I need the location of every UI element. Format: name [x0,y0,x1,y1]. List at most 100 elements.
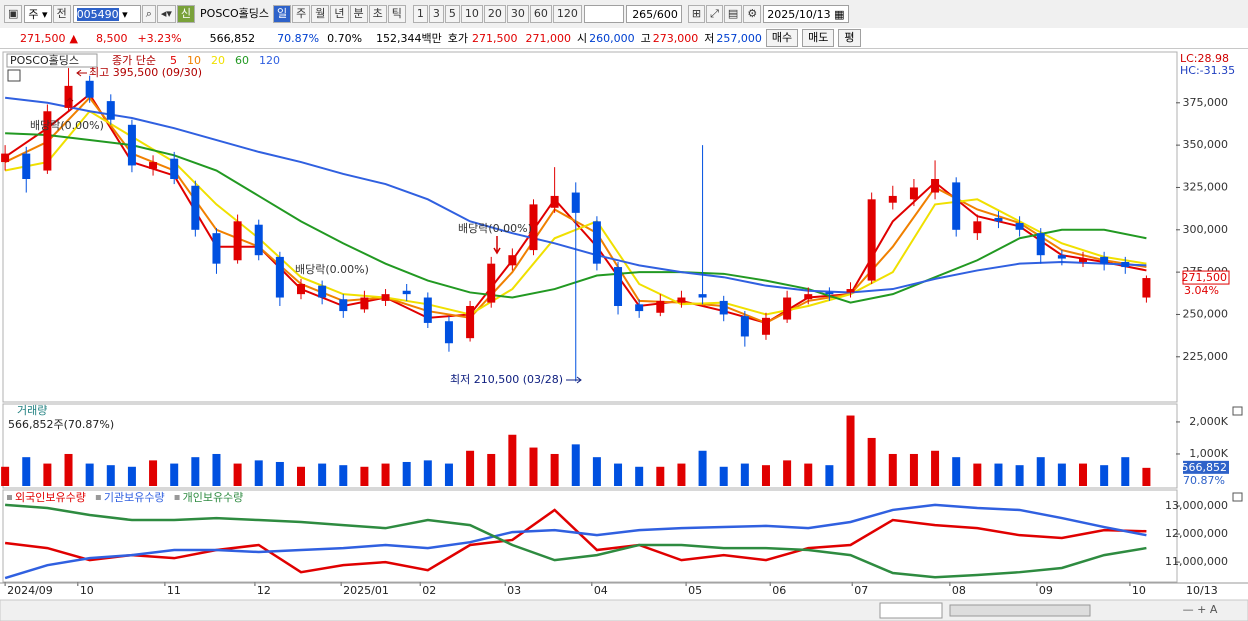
x-tick-label: 2025/01 [343,584,389,597]
code-input[interactable]: 005490 ▾ [72,5,141,23]
x-tick-label: 07 [854,584,868,597]
y-tick-label: 300,000 [1183,223,1229,236]
candle-body [909,187,918,200]
volume-bar [592,457,601,486]
bid: 271,000 [525,31,572,45]
volume-bar [867,437,876,486]
open-label: 시 [577,32,588,45]
candle-body [635,304,644,312]
candle-body [614,267,623,306]
panel-button[interactable] [1232,406,1243,416]
volume-bar [275,461,284,486]
market-select[interactable]: 주 ▾ [24,5,52,23]
period-button[interactable]: 초 [368,5,387,23]
save-icon[interactable]: ▤ [723,5,743,23]
arrow [76,69,87,77]
count[interactable]: 265/600 [625,5,682,23]
market: 주 [28,8,39,21]
candle-body [1079,258,1088,262]
candle-body [592,221,601,264]
candle-body [719,300,728,315]
tool-icon[interactable]: ⤢ [706,5,723,23]
interval-group: 1 3 5 10 20 30 60 120 [412,5,582,23]
volume-bar [635,466,644,486]
scroll-icons[interactable]: — + A [1183,603,1218,616]
candle-body [677,297,686,303]
turnover: 0.70% [327,31,363,45]
menu-icon[interactable]: ▣ [4,5,23,23]
volume-subtitle: 566,852주(70.87%) [8,418,114,431]
candle-body [381,294,390,301]
volume-bar [1057,463,1066,486]
sound-icon[interactable]: ◂▾ [156,5,176,23]
candle-body [254,224,263,256]
interval-button[interactable]: 10 [460,5,483,23]
interval-button[interactable]: 60 [529,5,552,23]
legend-swatch [174,495,180,500]
open: 260,000 [589,31,635,45]
period-button[interactable]: 주 [292,5,311,23]
period-button[interactable]: 일 [273,5,292,23]
prev-button[interactable]: 전 [52,5,71,23]
volume-bar [783,460,792,486]
search-icon[interactable]: ⌕ [141,5,156,23]
holdings-panel [2,489,1178,583]
date: 2025/10/13 [767,8,831,21]
y-tick-label: 325,000 [1183,180,1229,193]
candle-body [994,217,1003,222]
candle-body [212,233,221,264]
candle-body [106,101,115,120]
sell-button[interactable]: 매도 [802,29,835,47]
settings-icon[interactable]: ⚙ [743,5,762,23]
candle-body [297,283,306,295]
table-icon[interactable] [7,69,21,82]
volume-bar [1015,465,1024,486]
interval-button[interactable]: 20 [483,5,506,23]
arrow [566,376,582,384]
x-end-label: 10/13 [1186,584,1218,597]
candle-body [867,199,876,281]
period-button[interactable]: 월 [311,5,330,23]
holdings-line [5,503,1147,579]
interval-select[interactable] [583,5,624,23]
interval-button[interactable]: 5 [444,5,460,23]
zoom-slider[interactable] [949,604,1091,617]
volume-bar [973,463,982,486]
date-input[interactable]: 2025/10/13 ▦ [763,5,849,23]
panel-button[interactable] [1232,492,1243,502]
volume-bar [804,463,813,486]
interval-button[interactable]: 3 [428,5,444,23]
volume-bar [952,457,961,486]
x-tick-label: 10 [80,584,94,597]
candle-body [550,195,559,208]
new-button[interactable]: 신 [176,5,196,23]
candle-body [1142,278,1151,298]
arrow [66,97,74,106]
volume-ratio: 70.87% [277,31,320,45]
legend-title: POSCO홀딩스 [10,54,79,67]
candle-body [339,299,348,312]
period-button[interactable]: 년 [330,5,349,23]
interval-button[interactable]: 1 [412,5,428,23]
x-tick-label: 03 [507,584,521,597]
candle-body [888,195,897,203]
volume-bar [571,444,580,486]
volume-bar [466,450,475,486]
period-button[interactable]: 분 [349,5,368,23]
play-controls[interactable] [879,602,943,619]
interval-button[interactable]: 30 [506,5,529,23]
y-tick-label: 2,000K [1189,415,1228,428]
legend-entry: 10 [187,54,201,67]
candle-body [22,153,31,179]
period-button[interactable]: 틱 [387,5,406,23]
interval-button[interactable]: 120 [552,5,582,23]
candle-body [1057,255,1066,259]
buy-button[interactable]: 매수 [765,29,799,47]
candle-body [64,85,73,108]
tool-icon[interactable]: ⊞ [687,5,706,23]
avg-button[interactable]: 평 [838,29,861,47]
legend-entry: 120 [259,54,280,67]
volume-bar [233,463,242,486]
